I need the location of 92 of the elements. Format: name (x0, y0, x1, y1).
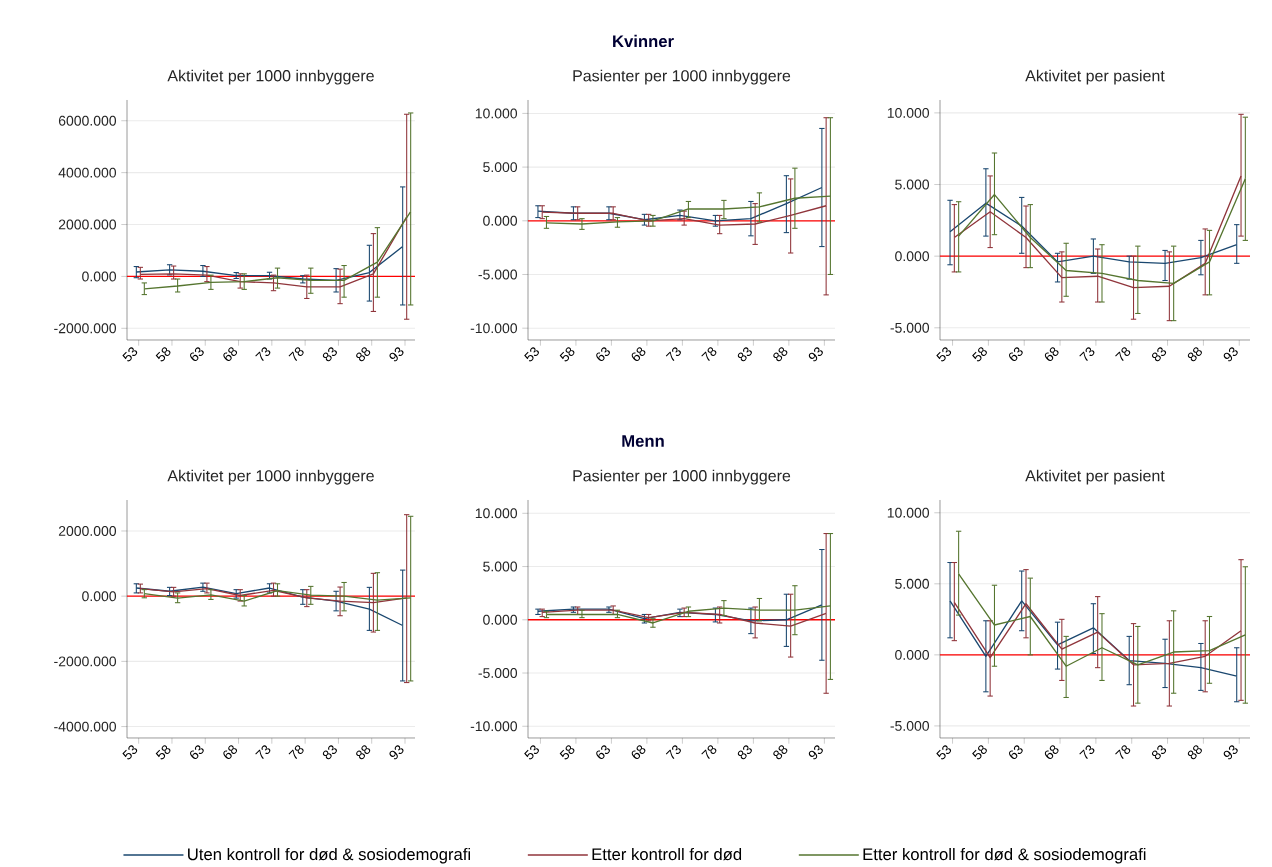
y-tick-label: -5.000 (478, 269, 518, 280)
y-tick-label: -4000.000 (54, 721, 117, 732)
y-tick-label: 5.000 (895, 179, 930, 190)
x-tick-label: 63 (1009, 347, 1023, 362)
y-tick-label: 0.000 (483, 215, 518, 226)
x-tick-label: 68 (1044, 347, 1059, 362)
x-tick-label: 88 (773, 347, 788, 362)
x-tick-label: 83 (737, 347, 752, 362)
x-tick-label: 88 (1187, 347, 1202, 362)
x-tick-label: 53 (936, 347, 952, 362)
x-tick-label: 53 (524, 347, 539, 362)
x-tick-label: 58 (155, 745, 171, 760)
y-tick-label: 10.000 (475, 508, 518, 519)
y-tick-label: 0.000 (895, 251, 930, 262)
y-tick-label: -5.000 (890, 720, 930, 731)
x-tick-label: 93 (808, 347, 823, 362)
x-tick-label: 73 (665, 347, 681, 362)
y-tick-label: 10.000 (887, 507, 930, 518)
x-tick-label: 88 (356, 347, 371, 362)
chart-title: Aktivitet per pasient (1025, 469, 1165, 485)
y-tick-label: 5.000 (483, 561, 518, 572)
x-tick-label: 78 (1115, 745, 1131, 760)
y-tick-label: -10.000 (470, 323, 518, 334)
x-tick-label: 78 (1115, 347, 1131, 362)
y-tick-label: 5.000 (483, 162, 518, 173)
legend-label: Etter kontroll for død (592, 847, 742, 861)
x-tick-label: 58 (559, 745, 575, 760)
x-tick-label: 73 (1079, 347, 1095, 362)
x-tick-label: 88 (356, 745, 371, 760)
x-tick-label: 78 (701, 347, 717, 362)
y-tick-label: 2000.000 (58, 219, 117, 230)
x-tick-label: 53 (936, 745, 952, 760)
x-tick-label: 58 (155, 347, 171, 362)
x-tick-label: 68 (631, 347, 646, 361)
y-tick-label: -5.000 (478, 668, 518, 678)
y-tick-label: 6000.000 (58, 115, 117, 126)
chart-title: Aktivitet per pasient (1025, 69, 1165, 85)
x-tick-label: 83 (1151, 745, 1167, 760)
x-tick-label: 73 (255, 745, 271, 760)
x-tick-label: 78 (288, 347, 304, 362)
x-tick-label: 68 (1044, 745, 1059, 759)
y-tick-label: 2000.000 (58, 526, 117, 536)
x-tick-label: 68 (223, 347, 238, 361)
x-tick-label: 78 (701, 745, 717, 760)
y-tick-label: 5.000 (895, 578, 930, 589)
y-tick-label: 10.000 (475, 108, 518, 119)
y-tick-label: -2000.000 (54, 323, 117, 334)
legend-label: Uten kontroll for død & sosiodemografi (188, 847, 470, 864)
x-tick-label: 73 (665, 745, 681, 760)
x-tick-label: 93 (1223, 745, 1238, 760)
x-tick-label: 58 (972, 347, 987, 362)
x-tick-label: 83 (322, 745, 337, 760)
y-tick-label: -5.000 (890, 322, 930, 333)
x-tick-label: 88 (1187, 745, 1202, 760)
legend-label: Etter kontroll for død & sosiodemografi (863, 847, 1146, 864)
x-tick-label: 53 (122, 745, 138, 760)
x-tick-label: 83 (322, 347, 337, 362)
chart-title: Pasienter per 1000 innbyggere (573, 69, 791, 85)
y-tick-label: 0.000 (82, 271, 117, 282)
x-tick-label: 93 (389, 347, 404, 362)
y-tick-label: 4000.000 (58, 167, 117, 178)
x-tick-label: 83 (737, 745, 752, 760)
x-tick-label: 73 (255, 347, 271, 362)
x-tick-label: 63 (190, 347, 204, 361)
x-tick-label: 53 (122, 347, 138, 362)
x-tick-label: 58 (559, 347, 575, 362)
x-tick-label: 93 (808, 745, 823, 760)
x-tick-label: 63 (596, 745, 610, 759)
x-tick-label: 88 (773, 745, 788, 760)
y-tick-label: 0.000 (483, 614, 518, 625)
y-tick-label: -10.000 (470, 721, 518, 732)
chart-title: Aktivitet per 1000 innbyggere (167, 469, 374, 485)
x-tick-label: 63 (596, 347, 610, 361)
y-tick-label: 10.000 (887, 107, 930, 118)
x-tick-label: 53 (524, 745, 539, 760)
text: Kvinner (613, 34, 674, 48)
x-tick-label: 63 (190, 745, 204, 759)
x-tick-label: 73 (1079, 745, 1095, 760)
y-tick-label: -2000.000 (54, 656, 117, 667)
x-tick-label: 83 (1151, 347, 1167, 362)
x-tick-label: 93 (389, 745, 404, 760)
x-tick-label: 68 (631, 745, 646, 759)
x-tick-label: 93 (1223, 347, 1238, 362)
chart-title: Pasienter per 1000 innbyggere (573, 469, 791, 485)
x-tick-label: 58 (972, 745, 987, 760)
y-tick-label: 0.000 (82, 591, 117, 602)
y-tick-label: 0.000 (895, 649, 930, 660)
text: Menn (622, 435, 664, 447)
x-tick-label: 63 (1008, 745, 1023, 759)
x-tick-label: 78 (288, 745, 304, 760)
chart-title: Aktivitet per 1000 innbyggere (167, 69, 374, 85)
x-tick-label: 68 (223, 745, 238, 759)
